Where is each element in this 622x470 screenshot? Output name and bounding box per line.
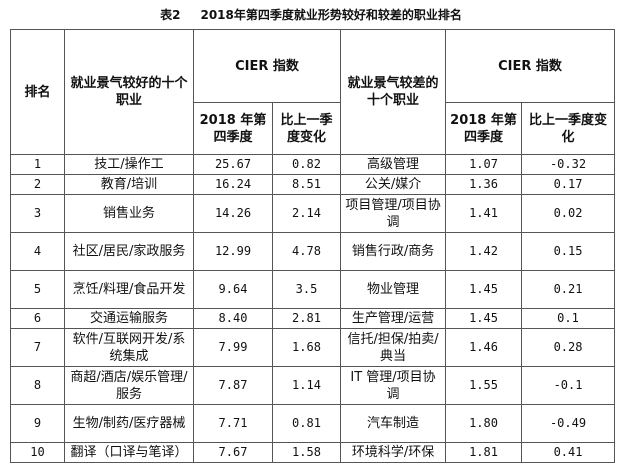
bad-change-cell: -0.49	[521, 404, 616, 443]
rank-cell: 4	[10, 232, 65, 271]
table-caption: 表2 2018年第四季度就业形势较好和较差的职业排名	[160, 8, 462, 22]
bad-occupation-cell: 高级管理	[340, 154, 447, 175]
good-occupation-cell: 技工/操作工	[64, 154, 194, 175]
bad-occupation-cell: 汽车制造	[340, 404, 447, 443]
rank-cell: 9	[10, 404, 65, 443]
header-q4: 2018 年第四季度	[445, 102, 523, 155]
header-change: 比上一季度变化	[521, 102, 616, 155]
good-change-cell: 2.14	[271, 194, 342, 233]
header-q4: 2018 年第四季度	[193, 102, 273, 155]
table-row: 6 交通运输服务 8.40 2.81 生产管理/运营 1.45 0.1	[10, 308, 616, 329]
bad-change-cell: 0.15	[521, 232, 616, 271]
bad-index-cell: 1.42	[445, 232, 523, 271]
bad-occupation-cell: 信托/担保/拍卖/典当	[340, 328, 447, 367]
good-occupation-cell: 软件/互联网开发/系统集成	[64, 328, 194, 367]
good-index-cell: 7.87	[193, 366, 273, 405]
good-occupation-cell: 社区/居民/家政服务	[64, 232, 194, 271]
bad-change-cell: 0.21	[521, 270, 616, 309]
table-row: 4 社区/居民/家政服务 12.99 4.78 销售行政/商务 1.42 0.15	[10, 232, 616, 271]
rank-cell: 6	[10, 308, 65, 329]
bad-index-cell: 1.45	[445, 270, 523, 309]
bad-occupation-cell: 公关/媒介	[340, 174, 447, 195]
bad-index-cell: 1.41	[445, 194, 523, 233]
good-index-cell: 25.67	[193, 154, 273, 175]
rank-cell: 7	[10, 328, 65, 367]
rank-cell: 10	[10, 442, 65, 463]
good-index-cell: 12.99	[193, 232, 273, 271]
bad-occupation-cell: 环境科学/环保	[340, 442, 447, 463]
bad-occupation-cell: 生产管理/运营	[340, 308, 447, 329]
good-change-cell: 0.81	[271, 404, 342, 443]
bad-change-cell: 0.41	[521, 442, 616, 463]
good-occupation-cell: 生物/制药/医疗器械	[64, 404, 194, 443]
good-change-cell: 8.51	[271, 174, 342, 195]
good-occupation-cell: 翻译（口译与笔译）	[64, 442, 194, 463]
rank-cell: 8	[10, 366, 65, 405]
rank-cell: 1	[10, 154, 65, 175]
bad-index-cell: 1.81	[445, 442, 523, 463]
occupation-ranking-table: 排名 就业景气较好的十个职业 CIER 指数 就业景气较差的十个职业 CIER …	[10, 29, 616, 463]
bad-change-cell: 0.02	[521, 194, 616, 233]
table-row: 3 销售业务 14.26 2.14 项目管理/项目协调 1.41 0.02	[10, 194, 616, 233]
bad-index-cell: 1.36	[445, 174, 523, 195]
good-change-cell: 1.68	[271, 328, 342, 367]
good-index-cell: 14.26	[193, 194, 273, 233]
bad-index-cell: 1.45	[445, 308, 523, 329]
good-occupation-cell: 销售业务	[64, 194, 194, 233]
bad-occupation-cell: 物业管理	[340, 270, 447, 309]
bad-occupation-cell: IT 管理/项目协调	[340, 366, 447, 405]
bad-change-cell: -0.32	[521, 154, 616, 175]
good-index-cell: 7.67	[193, 442, 273, 463]
good-change-cell: 2.81	[271, 308, 342, 329]
header-good-occupations: 就业景气较好的十个职业	[64, 29, 194, 155]
table-row: 5 烹饪/料理/食品开发 9.64 3.5 物业管理 1.45 0.21	[10, 270, 616, 309]
bad-index-cell: 1.07	[445, 154, 523, 175]
good-occupation-cell: 烹饪/料理/食品开发	[64, 270, 194, 309]
rank-cell: 3	[10, 194, 65, 233]
good-index-cell: 8.40	[193, 308, 273, 329]
table-row: 2 教育/培训 16.24 8.51 公关/媒介 1.36 0.17	[10, 174, 616, 195]
header-cier-index-bad: CIER 指数	[445, 29, 616, 103]
rank-cell: 2	[10, 174, 65, 195]
good-index-cell: 7.99	[193, 328, 273, 367]
header-change: 比上一季度变化	[271, 102, 342, 155]
good-index-cell: 7.71	[193, 404, 273, 443]
good-index-cell: 16.24	[193, 174, 273, 195]
bad-occupation-cell: 项目管理/项目协调	[340, 194, 447, 233]
good-occupation-cell: 教育/培训	[64, 174, 194, 195]
good-change-cell: 0.82	[271, 154, 342, 175]
bad-change-cell: 0.17	[521, 174, 616, 195]
bad-index-cell: 1.46	[445, 328, 523, 367]
good-change-cell: 4.78	[271, 232, 342, 271]
header-bad-occupations: 就业景气较差的十个职业	[340, 29, 447, 155]
header-cier-index-good: CIER 指数	[192, 29, 342, 103]
good-occupation-cell: 交通运输服务	[64, 308, 194, 329]
rank-cell: 5	[10, 270, 65, 309]
header-rank: 排名	[10, 29, 65, 155]
good-index-cell: 9.64	[193, 270, 273, 309]
table-row: 1 技工/操作工 25.67 0.82 高级管理 1.07 -0.32	[10, 154, 616, 175]
table-row: 10 翻译（口译与笔译） 7.67 1.58 环境科学/环保 1.81 0.41	[10, 442, 616, 463]
table-row: 9 生物/制药/医疗器械 7.71 0.81 汽车制造 1.80 -0.49	[10, 404, 616, 443]
bad-change-cell: 0.28	[521, 328, 616, 367]
good-occupation-cell: 商超/酒店/娱乐管理/服务	[64, 366, 194, 405]
bad-change-cell: -0.1	[521, 366, 616, 405]
bad-index-cell: 1.55	[445, 366, 523, 405]
bad-index-cell: 1.80	[445, 404, 523, 443]
good-change-cell: 1.14	[271, 366, 342, 405]
table-row: 7 软件/互联网开发/系统集成 7.99 1.68 信托/担保/拍卖/典当 1.46 0.2…	[10, 328, 616, 367]
table-row: 8 商超/酒店/娱乐管理/服务 7.87 1.14 IT 管理/项目协调 1.55 -0.1	[10, 366, 616, 405]
bad-occupation-cell: 销售行政/商务	[340, 232, 447, 271]
good-change-cell: 3.5	[271, 270, 342, 309]
bad-change-cell: 0.1	[521, 308, 616, 329]
good-change-cell: 1.58	[271, 442, 342, 463]
